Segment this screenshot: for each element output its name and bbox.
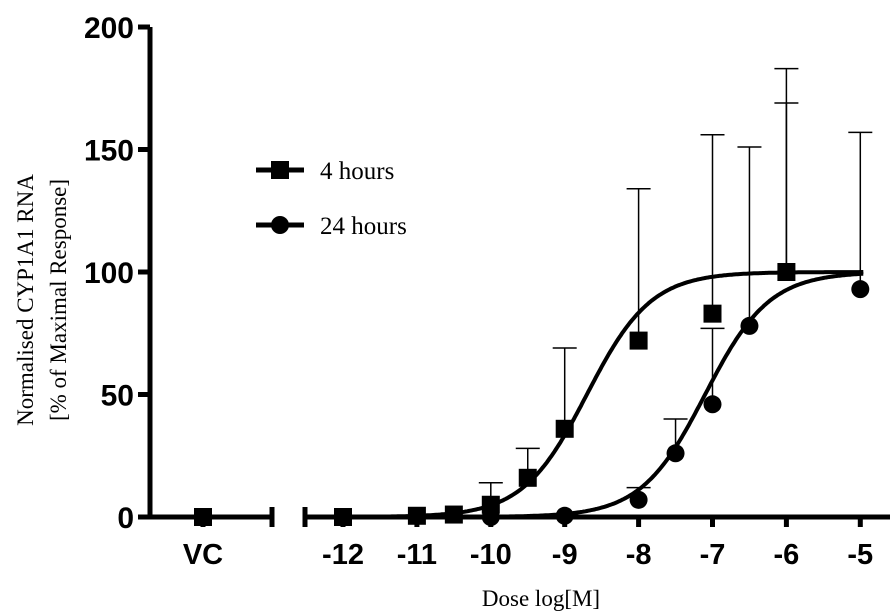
legend-item-4-hours: 4 hours [256, 158, 394, 185]
tick-labels: 0 50 100 150 200 VC -12 -11 -10 -9 -8 -7 -6 -5 [84, 12, 873, 571]
square-marker [629, 331, 648, 350]
y-tick-label: 200 [84, 12, 134, 45]
x-tick-label: -9 [552, 539, 578, 571]
legend-circle-marker [271, 216, 289, 234]
circle-marker [851, 280, 870, 299]
x-tick-label: -5 [847, 539, 873, 571]
y-tick-label: 50 [101, 380, 134, 413]
x-tick-label: -8 [626, 539, 652, 571]
circle-marker [703, 395, 722, 414]
x-axis-title: Dose log[M] [482, 586, 600, 611]
y-tick-label: 0 [117, 502, 134, 535]
x-tick-label: -12 [322, 539, 364, 571]
x-tick-label: -10 [470, 539, 512, 571]
legend-label-4-hours: 4 hours [320, 158, 394, 185]
square-marker [334, 508, 352, 526]
y-tick-label: 150 [84, 135, 134, 168]
x-tick-label: -6 [774, 539, 800, 571]
y-axis-title-line1: Normalised CYP1A1 RNA [13, 174, 38, 426]
circle-marker [666, 444, 685, 463]
legend-square-marker [271, 161, 289, 179]
circle-marker [740, 316, 759, 335]
fit-curve-series-1 [328, 270, 864, 519]
circle-marker [555, 506, 574, 525]
axes [138, 24, 890, 527]
legend-label-24-hours: 24 hours [320, 213, 407, 240]
square-marker [555, 419, 574, 438]
square-marker [194, 508, 212, 526]
y-axis-title-line2: [% of Maximal Response] [46, 179, 71, 421]
x-tick-label: -11 [397, 539, 437, 571]
circle-marker [481, 508, 500, 526]
square-marker [518, 468, 537, 487]
x-tick-label-control: VC [183, 539, 223, 571]
fit-curve-series-2 [328, 271, 864, 519]
legend-item-24-hours: 24 hours [256, 213, 407, 240]
error-bars [478, 67, 873, 505]
circle-marker [629, 490, 648, 509]
square-marker [407, 506, 426, 525]
data-markers [194, 263, 870, 526]
x-tick-label: -7 [700, 539, 726, 571]
legend: 4 hours 24 hours [256, 158, 407, 240]
square-marker [444, 505, 463, 524]
circle-marker [777, 263, 796, 281]
square-marker [703, 304, 722, 323]
y-tick-label: 100 [84, 257, 134, 290]
fit-curves [328, 270, 864, 519]
